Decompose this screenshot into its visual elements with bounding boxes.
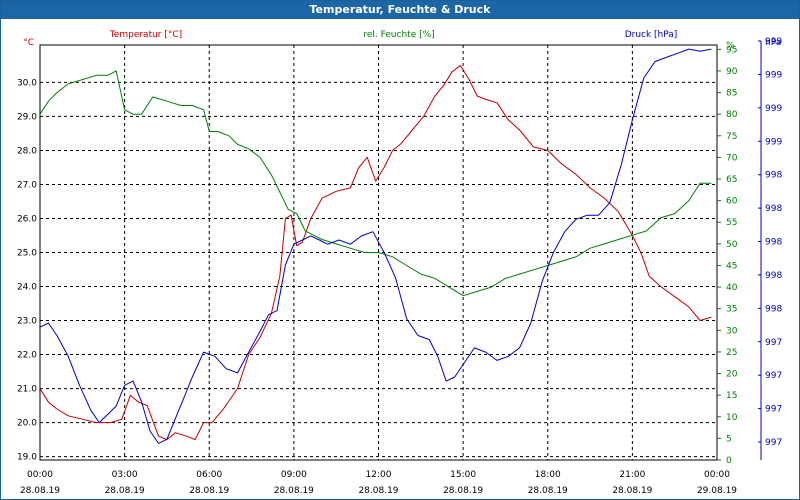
x-tick-date: 28.08.19 xyxy=(528,486,568,496)
humidity-tick-label: 45 xyxy=(726,261,737,271)
pressure-unit-label: hPa xyxy=(765,38,781,48)
temperature-tick-label: 29.0 xyxy=(17,112,37,122)
humidity-tick-label: 90 xyxy=(726,67,738,77)
pressure-tick-label: 998 xyxy=(765,171,782,181)
humidity-axis: 0 5 10 15 20 25 30 35 40 45 50 55 60 65 70 75 80 85 90 95 xyxy=(717,45,738,466)
temperature-tick-label: 28.0 xyxy=(17,146,37,156)
x-tick-time: 12:00 xyxy=(366,470,392,480)
temperature-axis: 19.0 20.0 21.0 22.0 23.0 24.0 25.0 26.0 27.0 28.0… xyxy=(17,38,37,463)
x-tick-time: 18:00 xyxy=(535,470,561,480)
pressure-tick-label: 999 xyxy=(765,70,782,80)
humidity-tick-label: 30 xyxy=(726,326,738,336)
x-tick-date: 29.08.19 xyxy=(697,486,737,496)
x-tick-time: 15:00 xyxy=(450,470,476,480)
temperature-tick-label: 25.0 xyxy=(17,249,37,259)
pressure-tick-label: 998 xyxy=(765,304,782,314)
series-label-pressure: Druck [hPa] xyxy=(625,30,678,40)
humidity-tick-label: 85 xyxy=(726,89,737,99)
series-labels: Temperatur [°C] rel. Feuchte [%] Druck [hP… xyxy=(109,30,735,51)
series-line-temperature xyxy=(39,64,712,441)
plot-border xyxy=(39,44,718,461)
temperature-tick-label: 22.0 xyxy=(17,351,37,361)
pressure-tick-label: 997 xyxy=(765,405,782,415)
temperature-tick-label: 27.0 xyxy=(17,180,37,190)
temperature-tick-label: 19.0 xyxy=(17,453,37,463)
humidity-tick-label: 70 xyxy=(726,153,738,163)
plot-frame xyxy=(39,44,718,461)
series-line-humidity xyxy=(39,70,712,297)
series-label-humidity: rel. Feuchte [%] xyxy=(363,30,434,40)
x-tick-time: 00:00 xyxy=(27,470,53,480)
x-tick-time: 03:00 xyxy=(112,470,138,480)
series-line-pressure xyxy=(39,48,712,444)
humidity-top-label: % xyxy=(726,41,735,51)
humidity-tick-label: 35 xyxy=(726,305,737,315)
humidity-tick-label: 75 xyxy=(726,132,737,142)
x-tick-date: 28.08.19 xyxy=(612,486,652,496)
humidity-tick-label: 20 xyxy=(726,370,738,380)
x-tick-date: 28.08.19 xyxy=(105,486,145,496)
humidity-tick-label: 65 xyxy=(726,175,737,185)
pressure-tick-label: 999 xyxy=(765,137,782,147)
pressure-tick-label: 998 xyxy=(765,238,782,248)
x-tick-time: 09:00 xyxy=(281,470,307,480)
series-layer xyxy=(39,48,712,444)
x-tick-time: 00:00 xyxy=(704,470,730,480)
pressure-axis: hPa 997 997 997 997 998 998 998 998 998 999 999 999 9… xyxy=(758,37,782,460)
pressure-tick-label: 997 xyxy=(765,338,782,348)
pressure-tick-label: 997 xyxy=(765,438,782,448)
humidity-tick-label: 50 xyxy=(726,240,738,250)
x-tick-date: 28.08.19 xyxy=(20,486,60,496)
humidity-tick-label: 15 xyxy=(726,391,737,401)
temperature-tick-label: 30.0 xyxy=(17,78,37,88)
temperature-tick-label: 23.0 xyxy=(17,317,37,327)
temperature-tick-label: 26.0 xyxy=(17,214,37,224)
pressure-tick-label: 998 xyxy=(765,204,782,214)
x-tick-date: 28.08.19 xyxy=(358,486,398,496)
pressure-tick-label: 998 xyxy=(765,271,782,281)
x-tick-date: 28.08.19 xyxy=(274,486,314,496)
humidity-tick-label: 60 xyxy=(726,197,738,207)
temperature-tick-label: 24.0 xyxy=(17,283,37,293)
temperature-unit-label: °C xyxy=(23,38,34,48)
x-tick-time: 21:00 xyxy=(619,470,645,480)
humidity-tick-label: 5 xyxy=(726,434,732,444)
x-tick-date: 28.08.19 xyxy=(443,486,483,496)
humidity-tick-label: 40 xyxy=(726,283,738,293)
chart: 19.0 20.0 21.0 22.0 23.0 24.0 25.0 26.0 27.0 28.0… xyxy=(17,30,782,496)
temperature-tick-label: 20.0 xyxy=(17,419,37,429)
temperature-tick-label: 21.0 xyxy=(17,385,37,395)
humidity-tick-label: 10 xyxy=(726,413,738,423)
humidity-tick-label: 55 xyxy=(726,218,737,228)
humidity-tick-label: 80 xyxy=(726,110,738,120)
x-tick-date: 28.08.19 xyxy=(189,486,229,496)
pressure-tick-label: 999 xyxy=(765,104,782,114)
humidity-tick-label: 0 xyxy=(726,456,732,466)
pressure-tick-label: 999 xyxy=(765,37,782,47)
time-axis: 00:00 28.08.19 03:00 28.08.19 06:00 28.08.19 0… xyxy=(20,470,737,496)
window-title: Temperatur, Feuchte & Druck xyxy=(1,1,799,19)
series-label-temperature: Temperatur [°C] xyxy=(109,30,182,40)
pressure-tick-label: 997 xyxy=(765,371,782,381)
humidity-tick-label: 25 xyxy=(726,348,737,358)
humidity-tick-label: 95 xyxy=(726,45,737,55)
x-tick-time: 06:00 xyxy=(196,470,222,480)
